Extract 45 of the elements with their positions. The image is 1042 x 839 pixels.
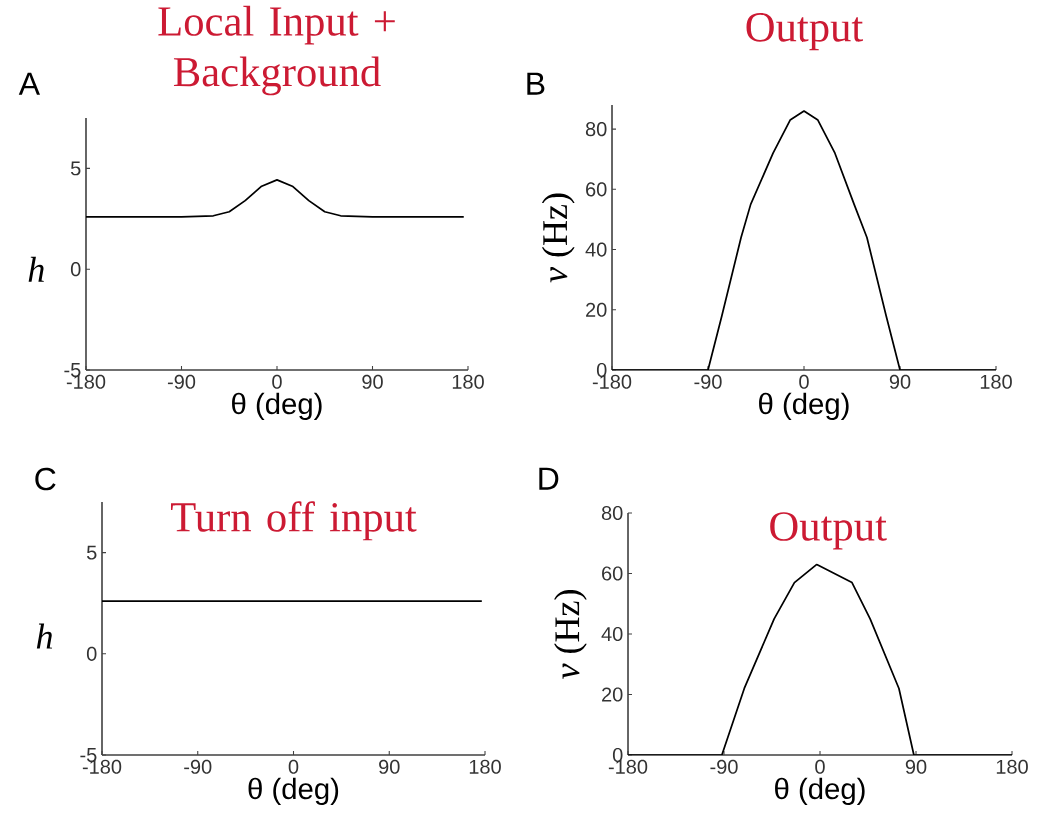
- text: A: [18, 72, 40, 95]
- x-axis-title: θ (deg): [232, 392, 322, 421]
- x-tick-label: 180: [980, 374, 1012, 389]
- y-tick-label: 80: [585, 122, 607, 137]
- chart-title: Turn off input: [170, 501, 417, 541]
- y-tick-label: 60: [586, 182, 607, 197]
- text: C: [35, 467, 56, 491]
- x-tick-label: 90: [379, 759, 400, 774]
- y-axis-title: v (Hz): [554, 590, 587, 679]
- y-tick-label: 0: [86, 646, 97, 661]
- chart-title: Output: [770, 512, 887, 550]
- chart-title: Local Input + Background: [158, 5, 395, 96]
- y-tick-label: 40: [601, 626, 623, 642]
- x-tick-label: 0: [815, 759, 825, 774]
- chart-title: Output: [746, 12, 864, 51]
- y-tick-label: 40: [585, 242, 607, 257]
- x-tick-label: 180: [452, 374, 484, 389]
- x-tick-label: -90: [694, 374, 722, 389]
- x-axis-title: θ (deg): [248, 777, 339, 806]
- y-tick-label: 5: [86, 545, 97, 560]
- y-axis-title: v (Hz): [541, 193, 575, 283]
- y-axis-title: h: [36, 623, 53, 649]
- x-tick-label: 90: [905, 759, 927, 774]
- y-axis-title: h: [28, 256, 44, 282]
- y-tick-label: 80: [601, 505, 623, 521]
- y-tick-label: 20: [586, 302, 607, 317]
- x-tick-label: 0: [799, 374, 809, 389]
- x-tick-label: -90: [184, 759, 212, 774]
- x-axis-title: θ (deg): [775, 777, 865, 806]
- text: B: [527, 72, 545, 95]
- x-tick-label: 180: [469, 759, 501, 774]
- y-tick-label: 5: [70, 161, 81, 176]
- line-series: [86, 179, 465, 218]
- x-tick-label: 180: [996, 759, 1028, 774]
- y-tick-label: 20: [602, 687, 623, 702]
- x-tick-label: 0: [288, 759, 299, 774]
- y-tick-label: 60: [602, 566, 623, 581]
- x-axis-title: θ (deg): [759, 392, 849, 421]
- x-tick-label: -90: [710, 759, 738, 774]
- text: D: [539, 467, 559, 490]
- x-tick-label: 90: [362, 374, 383, 389]
- x-tick-label: 0: [272, 374, 282, 389]
- x-tick-label: 90: [889, 374, 911, 389]
- y-tick-label: 0: [70, 262, 81, 277]
- x-tick-label: -90: [167, 374, 196, 389]
